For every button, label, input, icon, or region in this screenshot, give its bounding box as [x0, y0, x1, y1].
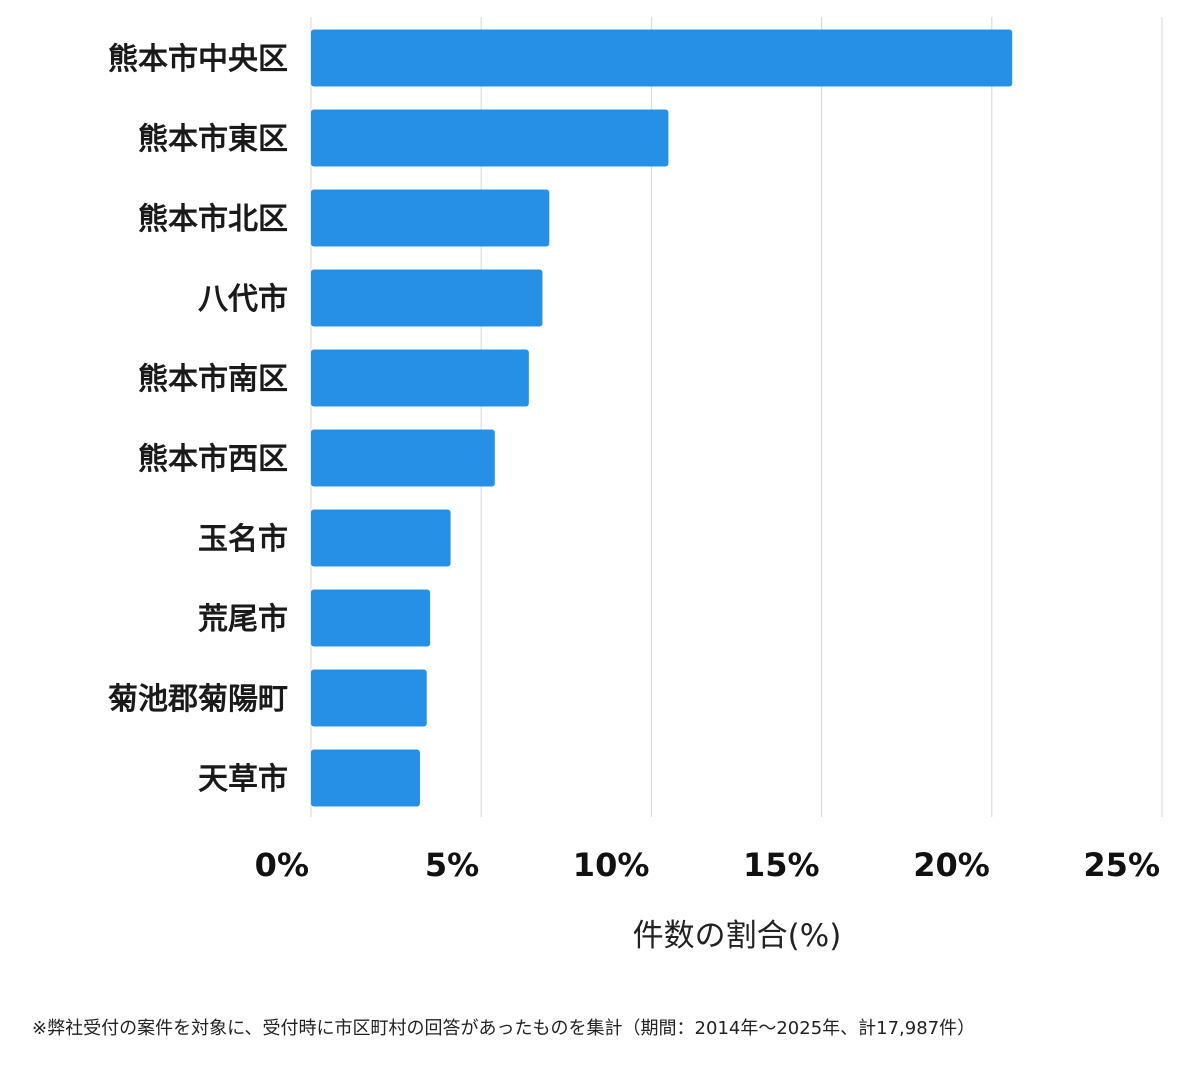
category-label: 熊本市北区	[138, 202, 288, 237]
category-label: 熊本市東区	[138, 122, 288, 157]
category-label: 八代市	[198, 282, 288, 317]
x-tick-label: 10%	[573, 846, 650, 884]
category-label: 玉名市	[198, 522, 288, 557]
bar	[311, 749, 420, 807]
category-label: 熊本市中央区	[108, 42, 288, 77]
x-tick-label: 20%	[913, 846, 990, 884]
bar	[311, 29, 1013, 87]
bar	[311, 509, 451, 567]
bar	[311, 589, 431, 647]
bar	[311, 269, 543, 327]
x-tick-labels: 0% 5% 10% 15% 20% 25%	[255, 846, 1160, 884]
bars	[311, 29, 1013, 807]
footnote: ※弊社受付の案件を対象に、受付時に市区町村の回答があったものを集計（期間：201…	[32, 1018, 976, 1039]
x-tick-label: 25%	[1083, 846, 1160, 884]
bar-chart: 熊本市中央区熊本市東区熊本市北区八代市熊本市南区熊本市西区玉名市荒尾市菊池郡菊陽…	[108, 17, 1163, 954]
category-label: 菊池郡菊陽町	[108, 682, 288, 717]
category-labels: 熊本市中央区熊本市東区熊本市北区八代市熊本市南区熊本市西区玉名市荒尾市菊池郡菊陽…	[108, 42, 288, 797]
bar	[311, 349, 529, 407]
bar	[311, 429, 495, 487]
category-label: 熊本市西区	[138, 442, 288, 477]
bar	[311, 189, 550, 247]
category-label: 天草市	[198, 762, 288, 797]
x-tick-label: 15%	[743, 846, 820, 884]
category-label: 熊本市南区	[138, 362, 288, 397]
bar	[311, 669, 427, 727]
x-tick-label: 5%	[425, 846, 479, 884]
category-label: 荒尾市	[198, 602, 288, 637]
x-axis-title: 件数の割合(%)	[633, 918, 842, 954]
x-tick-label: 0%	[255, 846, 309, 884]
bar	[311, 109, 669, 167]
